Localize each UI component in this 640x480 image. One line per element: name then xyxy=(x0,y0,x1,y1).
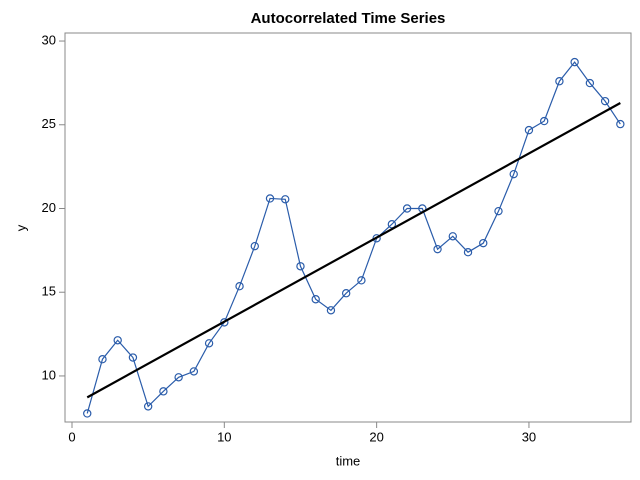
data-point xyxy=(524,125,534,135)
data-point xyxy=(83,409,92,418)
x-tick-label: 20 xyxy=(369,429,383,444)
data-point xyxy=(600,96,610,106)
data-point xyxy=(235,281,244,291)
data-point xyxy=(113,336,122,345)
data-point xyxy=(250,241,259,251)
plot-frame xyxy=(64,32,632,423)
data-point xyxy=(98,355,107,364)
y-tick-label: 20 xyxy=(42,200,56,215)
y-tick-label: 30 xyxy=(42,32,56,47)
data-point xyxy=(463,247,473,257)
data-point xyxy=(402,204,412,213)
data-point xyxy=(204,339,214,348)
y-tick-label: 25 xyxy=(42,116,56,131)
data-point xyxy=(509,169,518,179)
chart-title: Autocorrelated Time Series xyxy=(251,10,446,27)
data-point xyxy=(220,318,229,327)
data-point xyxy=(387,220,397,229)
data-point xyxy=(433,244,442,254)
data-point xyxy=(479,238,488,248)
data-point xyxy=(296,262,305,271)
data-point xyxy=(357,276,366,285)
y-tick-label: 10 xyxy=(42,367,56,382)
data-point xyxy=(326,306,336,315)
data-point xyxy=(265,194,275,203)
data-point xyxy=(555,77,564,86)
y-tick-label: 15 xyxy=(42,284,56,299)
x-tick-label: 10 xyxy=(217,429,231,444)
data-point xyxy=(539,116,549,126)
data-point xyxy=(372,234,381,243)
data-point xyxy=(128,353,138,362)
x-tick-label: 30 xyxy=(522,429,536,444)
data-point xyxy=(311,295,320,304)
data-point xyxy=(585,78,595,88)
data-point xyxy=(143,402,153,411)
data-point xyxy=(448,232,457,241)
data-point xyxy=(189,367,199,376)
x-tick-label: 0 xyxy=(68,429,75,444)
x-axis-label: time xyxy=(336,453,361,468)
data-point xyxy=(174,373,183,382)
series-line xyxy=(86,102,621,399)
data-point xyxy=(341,289,351,298)
y-axis-label: y xyxy=(13,224,28,231)
data-point xyxy=(494,206,503,216)
data-point xyxy=(159,387,168,396)
data-point xyxy=(616,119,625,129)
data-point xyxy=(570,57,579,67)
data-point xyxy=(281,195,290,204)
